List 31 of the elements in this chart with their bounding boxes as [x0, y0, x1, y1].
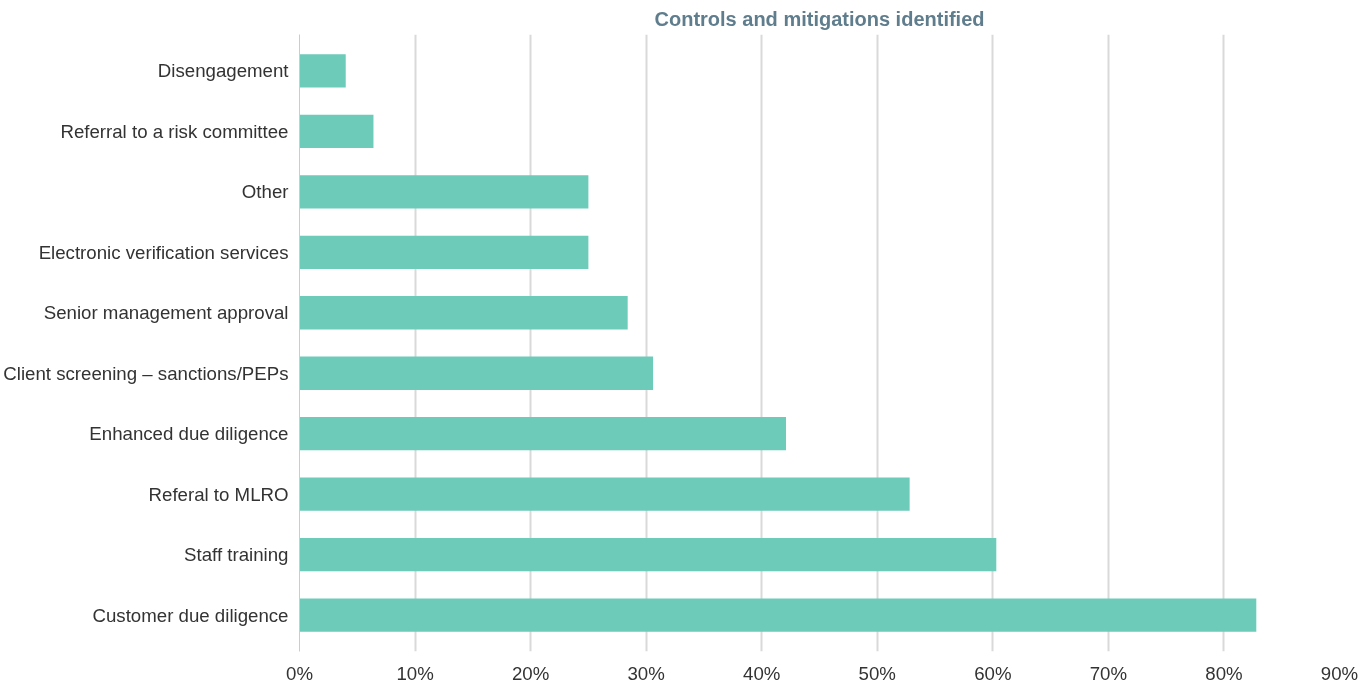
y-tick-label: Referal to MLRO [148, 483, 289, 505]
x-tick-label: 0% [286, 662, 313, 684]
bar [299, 175, 589, 209]
x-tick-label: 60% [974, 662, 1012, 684]
bar [299, 538, 997, 572]
bar [299, 417, 786, 451]
y-tick-label: Disengagement [157, 60, 290, 82]
bar [299, 54, 346, 88]
x-tick-label: 10% [396, 662, 434, 684]
y-tick-label: Client screening – sanctions/PEPs [3, 362, 289, 384]
bar [299, 598, 1257, 632]
x-tick-label: 20% [511, 662, 550, 684]
x-tick-label: 30% [627, 662, 665, 684]
bar [299, 296, 628, 330]
y-tick-label: Staff training [184, 544, 289, 566]
bar [299, 477, 910, 511]
bar [299, 356, 654, 390]
x-tick-label: 40% [743, 662, 781, 684]
x-tick-label: 90% [1320, 662, 1359, 684]
x-tick-label: 50% [858, 662, 896, 684]
y-tick-label: Electronic verification services [38, 241, 289, 263]
x-tick-label: 80% [1205, 662, 1243, 684]
bar [299, 114, 374, 148]
y-tick-label: Senior management approval [43, 302, 289, 324]
bar [299, 235, 589, 269]
y-tick-label: Referral to a risk committee [60, 120, 289, 142]
y-tick-label: Customer due diligence [92, 604, 289, 626]
chart-title: Controls and mitigations identified [654, 7, 985, 30]
y-tick-label: Other [241, 181, 289, 203]
x-tick-label: 70% [1089, 662, 1128, 684]
y-tick-label: Enhanced due diligence [89, 423, 289, 445]
